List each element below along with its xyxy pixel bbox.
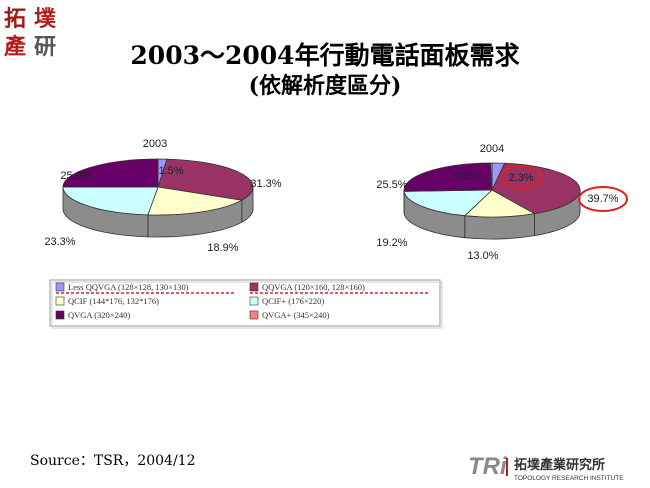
pie-slice-side (465, 214, 535, 239)
page-subtitle: (依解析度區分) (0, 68, 650, 100)
chart-title: 2004 (480, 143, 504, 155)
source-note: Source：TSR，2004/12 (30, 450, 195, 470)
data-label: 23.3% (44, 236, 75, 248)
data-label: 25.5% (376, 179, 407, 191)
data-label: 2.3% (508, 172, 533, 184)
logo-company-cn: 拓墣產業研究所 (514, 457, 605, 473)
data-label: 25.0% (60, 170, 91, 182)
legend-swatch (250, 311, 258, 319)
pie-charts: 2003 1.5% 31.3% 18.9% 23.3% 25.0% 2004 2.3% 39.7… (0, 120, 650, 330)
legend: Less QQVGA (128×128, 130×130) QQVGA (120×… (50, 280, 442, 328)
legend-label: QVGA+ (345×240) (262, 310, 330, 320)
data-label: 39.7% (587, 193, 618, 205)
legend-swatch (250, 297, 258, 305)
legend-swatch (56, 283, 64, 291)
data-label: 1.5% (158, 165, 183, 177)
logo-char: 墣 (34, 6, 56, 32)
logo-tri: TRi (468, 453, 508, 480)
pie-slice (404, 163, 492, 191)
data-label: 31.3% (250, 178, 281, 190)
data-label: 18.9% (207, 242, 238, 254)
data-label: 13.0% (467, 250, 498, 262)
logo-bottom-right: TRi 拓墣產業研究所 TOPOLOGY RESEARCH INSTITUTE (466, 452, 646, 488)
logo-company-en: TOPOLOGY RESEARCH INSTITUTE (514, 475, 624, 482)
logo-bar (506, 458, 508, 476)
legend-label: Less QQVGA (128×128, 130×130) (68, 282, 189, 292)
chart-title: 2003 (143, 138, 167, 150)
legend-swatch (250, 283, 258, 291)
legend-swatch (56, 297, 64, 305)
legend-label: QQVGA (120×160, 128×160) (262, 282, 365, 292)
data-label: 19.2% (376, 237, 407, 249)
legend-swatch (56, 311, 64, 319)
legend-label: QCIF+ (176×220) (262, 296, 324, 306)
legend-label: QVGA (320×240) (68, 310, 130, 320)
legend-label: QCIF (144*176, 132*176) (68, 296, 159, 306)
logo-char: 拓 (4, 6, 26, 32)
data-label: 0.3% (453, 170, 478, 182)
page-title: 2003～2004年行動電話面板需求 (0, 36, 650, 72)
